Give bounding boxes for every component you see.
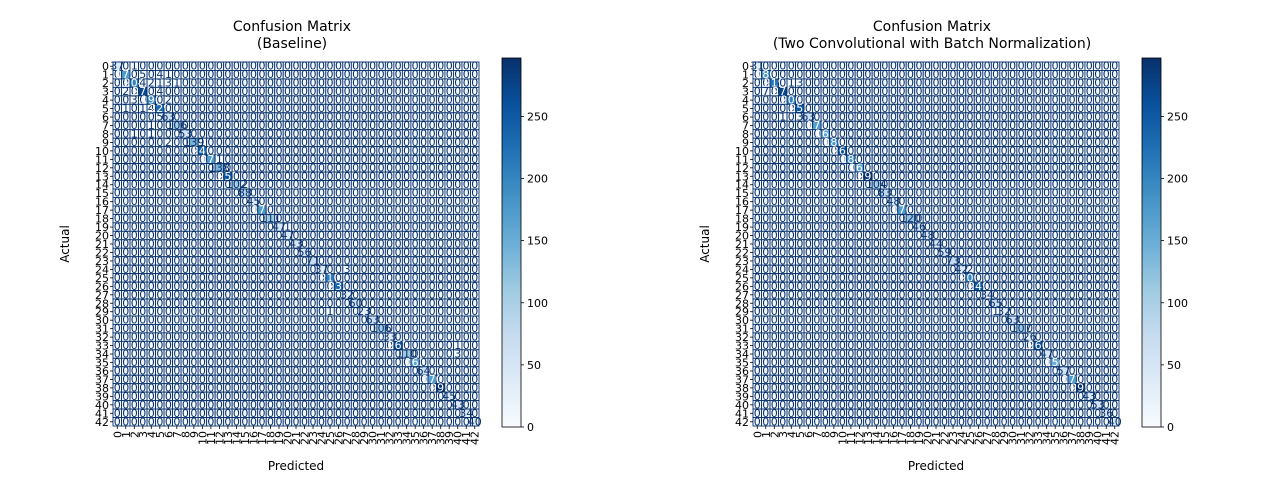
chart-title-line2: (Baseline) <box>257 36 327 52</box>
x-axis-label: Predicted <box>268 459 324 473</box>
chart-title: Confusion Matrix <box>233 19 351 35</box>
cell-annotations: 370 1 0 0 0 0 0 0 0 0 0 0 0 0 0 0 0 0 0 0 0 0 0 0 0 0 0 0 0 0 0 0 0 0 0 0 0 0… <box>110 60 481 429</box>
colorbar-tick-label: 50 <box>527 359 541 372</box>
heatmap-cells <box>112 61 480 427</box>
y-tick-label: 42 <box>95 416 109 429</box>
chart-title-line2: (Two Convolutional with Batch Normalizat… <box>773 36 1091 52</box>
y-axis-label: Actual <box>58 225 72 263</box>
chart-title: Confusion Matrix <box>873 19 991 35</box>
x-tick-labels: 0123456789101112131415161718192021222324… <box>111 426 482 445</box>
y-tick-labels: 0123456789101112131415161718192021222324… <box>95 60 113 429</box>
colorbar-tick-label: 200 <box>527 173 548 186</box>
x-tick-label: 42 <box>469 431 482 445</box>
colorbar-tick-label: 0 <box>527 421 534 434</box>
colorbar-gradient <box>501 57 522 428</box>
colorbar-tick-label: 150 <box>527 235 548 248</box>
panel-baseline: Confusion Matrix(Baseline) 370 1 0 0 0 0 0 0 0 0 0 0… <box>58 19 548 473</box>
panel-batchnorm: Confusion Matrix(Two Convolutional with … <box>698 19 1188 473</box>
colorbar-tick-label: 100 <box>527 297 548 310</box>
colorbar-tick-label: 250 <box>527 110 548 123</box>
colorbar: 0 50 100 150 200 250 <box>501 57 548 434</box>
